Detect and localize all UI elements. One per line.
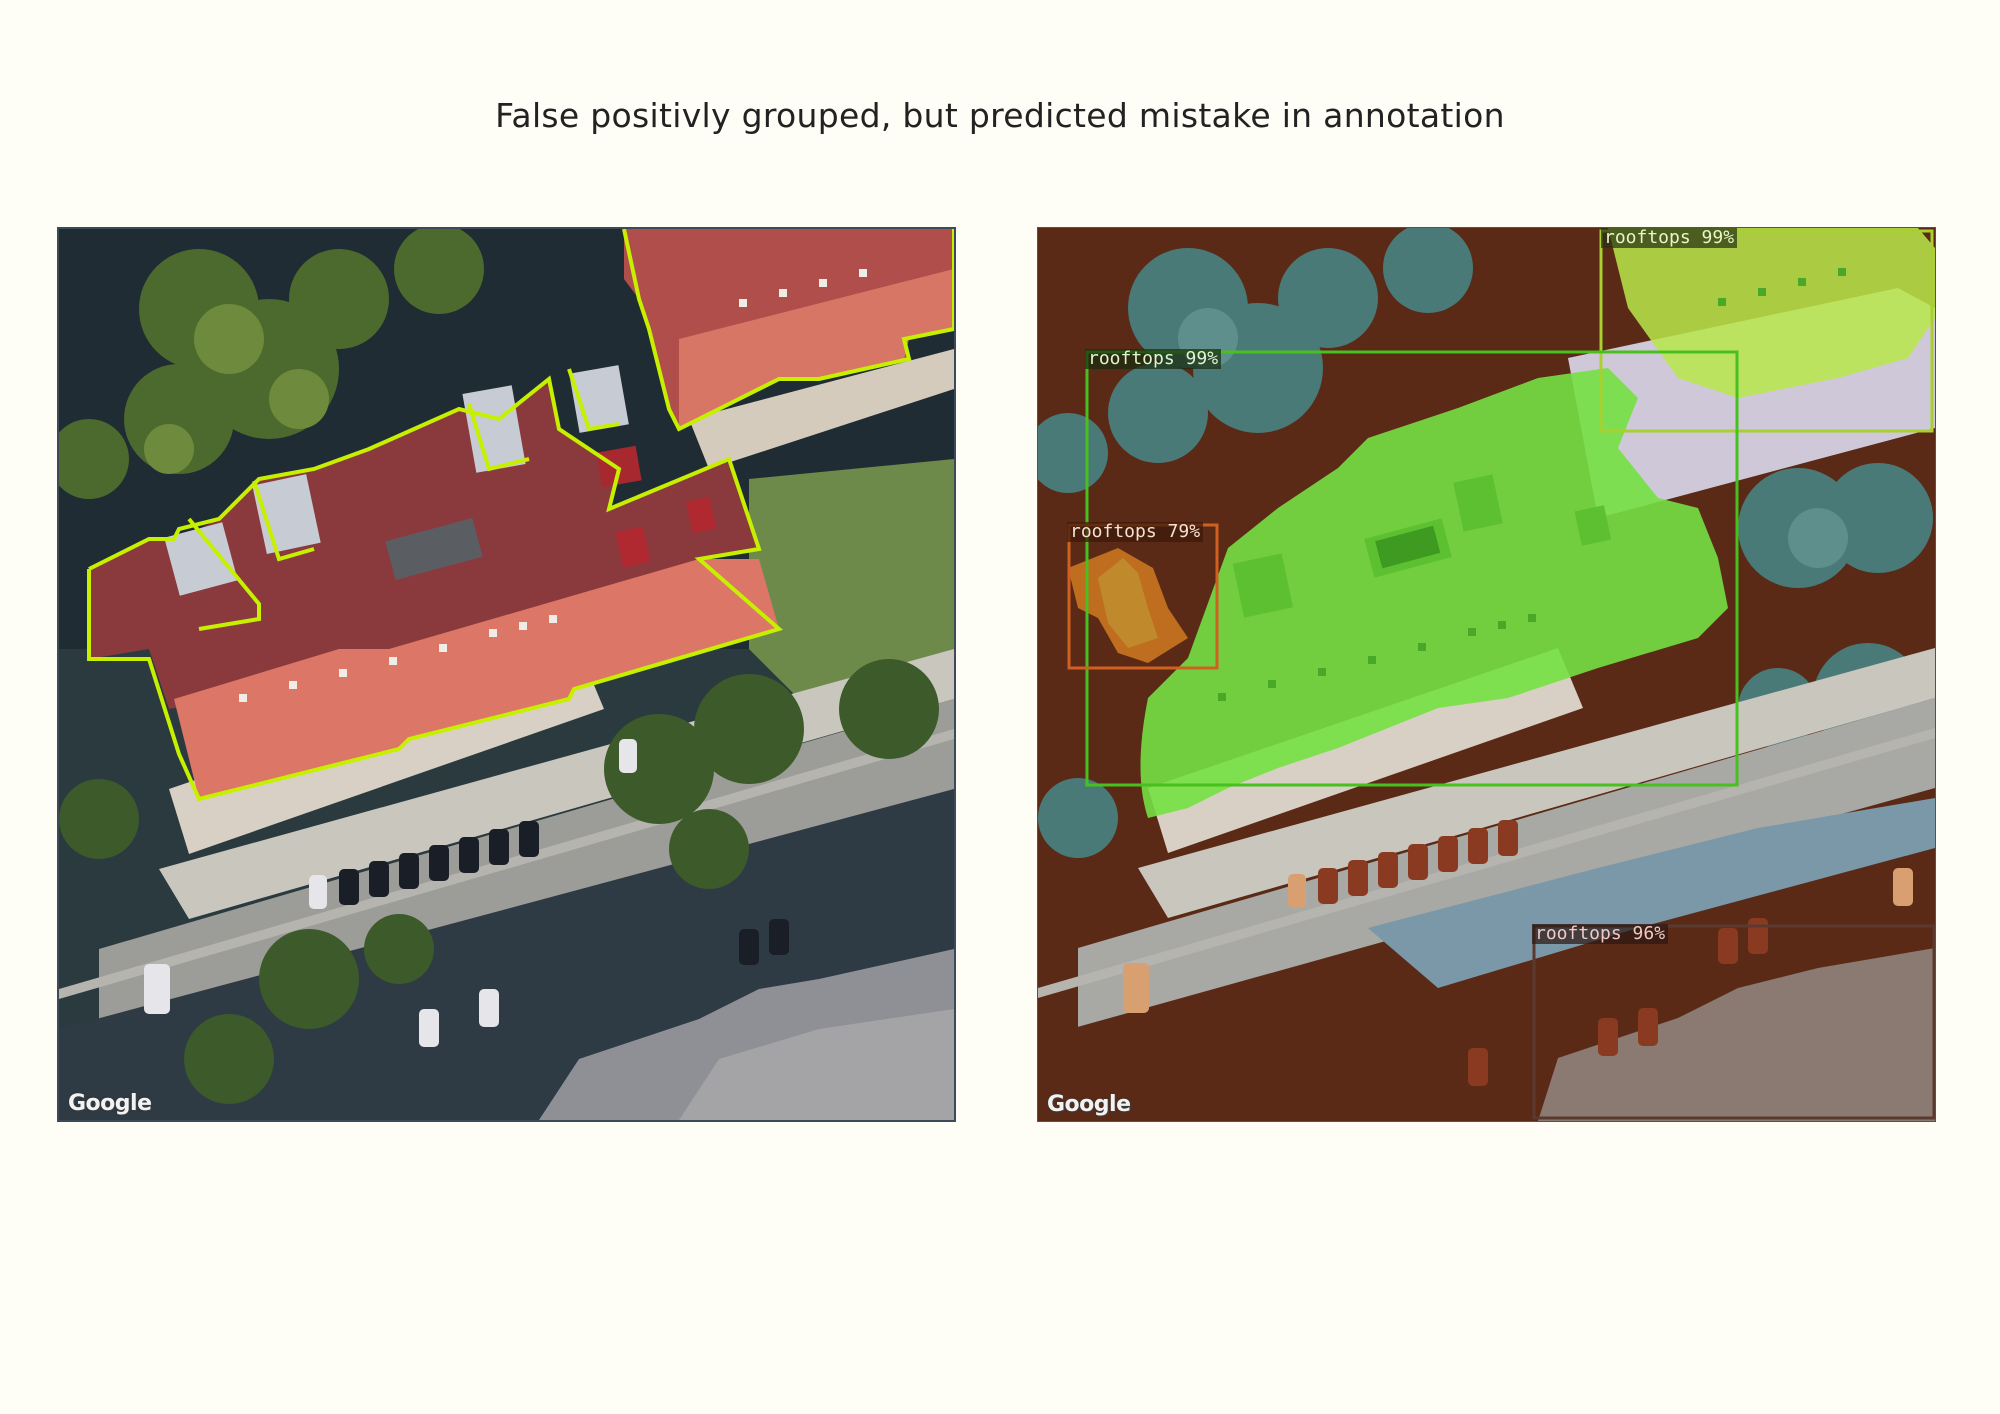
detection-label-rooftops: rooftops 96%: [1532, 924, 1669, 944]
prediction-image-panel: rooftops 99% rooftops 99% rooftops 79% r…: [1037, 227, 1936, 1122]
google-watermark: Google: [68, 1091, 152, 1116]
page-title: False positivly grouped, but predicted m…: [495, 96, 1505, 135]
detection-label-rooftops: rooftops 79%: [1067, 522, 1204, 542]
detection-label-rooftops: rooftops 99%: [1601, 228, 1738, 248]
satellite-image-predicted: [1038, 228, 1935, 1121]
annotation-image-panel: Google: [57, 227, 956, 1122]
satellite-image-annotated: [59, 229, 954, 1120]
detection-label-rooftops: rooftops 99%: [1085, 349, 1222, 369]
google-watermark: Google: [1047, 1092, 1131, 1117]
